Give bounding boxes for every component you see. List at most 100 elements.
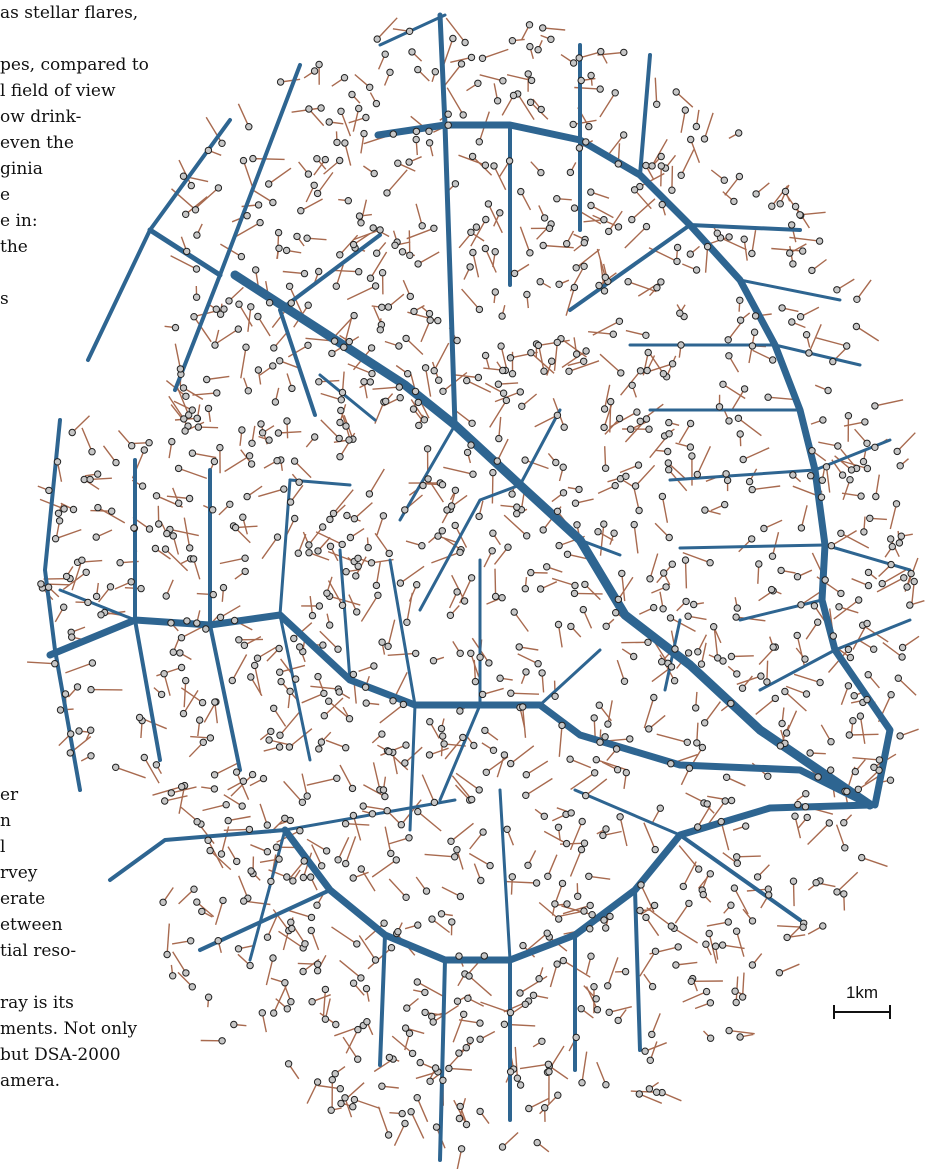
antenna-station — [425, 139, 434, 147]
antenna-station — [628, 381, 636, 389]
antenna-station — [648, 162, 656, 170]
antenna-station — [412, 127, 421, 136]
antenna-station — [694, 648, 702, 656]
antenna-station — [658, 492, 667, 501]
antenna-station — [596, 738, 604, 746]
antenna-station — [686, 443, 695, 451]
antenna-station — [84, 598, 92, 607]
antenna-station — [422, 887, 431, 895]
feeder-cable — [252, 189, 274, 204]
antenna-station — [706, 559, 714, 567]
feeder-cable — [410, 399, 425, 421]
feeder-cable — [273, 985, 287, 1014]
antenna-station — [275, 743, 284, 751]
antenna-station — [893, 447, 901, 456]
antenna-station — [241, 567, 249, 576]
antenna-station — [662, 583, 670, 591]
feeder-cable — [323, 697, 344, 717]
antenna-station — [334, 645, 342, 653]
antenna-station — [580, 839, 589, 847]
antenna-station — [92, 533, 100, 541]
antenna-station — [718, 941, 727, 949]
antenna-station — [308, 998, 316, 1006]
feeder-cable — [703, 112, 714, 140]
antenna-station — [135, 713, 144, 722]
antenna-station — [506, 1008, 515, 1017]
antenna-station — [420, 416, 429, 424]
feeder-cable — [214, 900, 224, 926]
antenna-station — [560, 423, 568, 431]
antenna-station — [378, 638, 386, 646]
antenna-station — [856, 712, 865, 720]
feeder-cable — [825, 466, 831, 493]
antenna-station — [326, 542, 335, 550]
feeder-cable — [443, 38, 454, 65]
antenna-station — [296, 827, 304, 835]
antenna-station — [397, 821, 405, 829]
antenna-station — [801, 655, 809, 663]
antenna-station — [491, 288, 499, 296]
trunk-nw-d — [148, 118, 232, 232]
antenna-station — [413, 978, 421, 986]
feeder-cable — [624, 226, 647, 249]
antenna-station — [732, 613, 740, 621]
antenna-station — [907, 569, 915, 578]
antenna-station — [175, 499, 183, 507]
antenna-station — [192, 265, 201, 273]
antenna-station — [152, 761, 161, 769]
antenna-station — [283, 417, 291, 425]
antenna-station — [748, 535, 756, 543]
antenna-station — [185, 411, 193, 419]
antenna-station — [802, 690, 811, 698]
feeder-cable — [852, 757, 880, 761]
antenna-station — [508, 37, 517, 45]
antenna-station — [767, 585, 776, 594]
feeder-cable — [585, 778, 608, 797]
antenna-station — [642, 331, 650, 339]
antenna-station — [405, 27, 414, 35]
feeder-cable — [261, 536, 279, 560]
antenna-station — [587, 71, 595, 80]
antenna-station — [552, 458, 560, 467]
feeder-cable — [353, 502, 373, 520]
antenna-station — [357, 219, 365, 227]
antenna-station — [485, 659, 493, 667]
antenna-station — [604, 720, 612, 728]
antenna-station — [462, 1120, 471, 1129]
antenna-station — [402, 334, 410, 343]
antenna-station — [695, 865, 703, 873]
antenna-station — [413, 581, 421, 589]
antenna-station — [791, 812, 799, 820]
antenna-station — [211, 698, 219, 706]
feeder-cable — [633, 524, 639, 554]
antenna-station — [152, 492, 161, 500]
antenna-station — [652, 1088, 661, 1096]
feeder-cable — [519, 975, 548, 994]
antenna-station — [285, 282, 294, 290]
feeder-cable — [286, 909, 312, 919]
antenna-station — [461, 38, 469, 47]
antenna-station — [362, 113, 370, 122]
antenna-station — [835, 603, 843, 611]
feeder-cable — [568, 360, 600, 372]
feeder-cable — [416, 1097, 429, 1123]
antenna-station — [421, 988, 429, 997]
article-bottom-line: n — [0, 811, 11, 831]
antenna-station — [180, 415, 188, 423]
antenna-station — [521, 456, 529, 464]
antenna-station — [451, 521, 459, 530]
feeder-cable — [736, 616, 766, 622]
antenna-station — [68, 428, 76, 437]
antenna-station — [686, 250, 694, 258]
feeder-cable — [455, 772, 480, 791]
antenna-station — [630, 652, 638, 661]
antenna-station — [807, 472, 815, 480]
antenna-station — [523, 290, 531, 299]
feeder-cable — [737, 417, 762, 437]
antenna-station — [575, 485, 583, 494]
antenna-station — [636, 417, 644, 425]
antenna-station — [468, 419, 476, 427]
antenna-station — [270, 1009, 278, 1017]
feeder-cable — [165, 548, 189, 572]
